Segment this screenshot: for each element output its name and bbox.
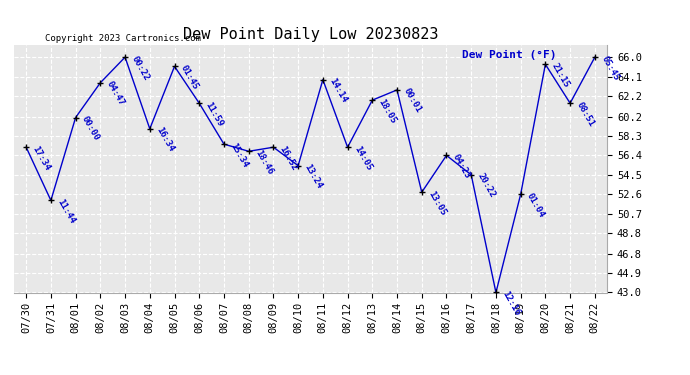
Text: 15:34: 15:34 bbox=[228, 141, 250, 169]
Text: Dew Point (°F): Dew Point (°F) bbox=[462, 50, 556, 60]
Text: 04:23: 04:23 bbox=[451, 152, 472, 180]
Text: 05:45: 05:45 bbox=[600, 54, 620, 82]
Text: 13:05: 13:05 bbox=[426, 189, 447, 217]
Text: Copyright 2023 Cartronics.com: Copyright 2023 Cartronics.com bbox=[45, 34, 201, 43]
Text: 04:47: 04:47 bbox=[105, 80, 126, 108]
Text: 16:52: 16:52 bbox=[278, 144, 299, 172]
Text: 14:05: 14:05 bbox=[352, 144, 373, 172]
Text: 20:22: 20:22 bbox=[475, 172, 497, 200]
Text: 21:15: 21:15 bbox=[550, 61, 571, 89]
Text: 11:44: 11:44 bbox=[55, 197, 77, 225]
Text: 18:05: 18:05 bbox=[377, 97, 398, 125]
Text: 13:24: 13:24 bbox=[303, 162, 324, 190]
Text: 01:45: 01:45 bbox=[179, 63, 200, 91]
Text: 16:34: 16:34 bbox=[155, 126, 175, 153]
Text: 01:04: 01:04 bbox=[525, 191, 546, 219]
Text: 14:14: 14:14 bbox=[327, 76, 348, 104]
Text: 12:16: 12:16 bbox=[500, 290, 522, 317]
Text: 00:01: 00:01 bbox=[402, 87, 423, 115]
Text: 00:22: 00:22 bbox=[130, 54, 150, 82]
Text: 11:59: 11:59 bbox=[204, 100, 225, 128]
Text: 08:51: 08:51 bbox=[575, 100, 595, 128]
Text: 18:46: 18:46 bbox=[253, 148, 275, 176]
Text: 00:00: 00:00 bbox=[80, 114, 101, 142]
Text: 17:34: 17:34 bbox=[30, 144, 52, 172]
Title: Dew Point Daily Low 20230823: Dew Point Daily Low 20230823 bbox=[183, 27, 438, 42]
